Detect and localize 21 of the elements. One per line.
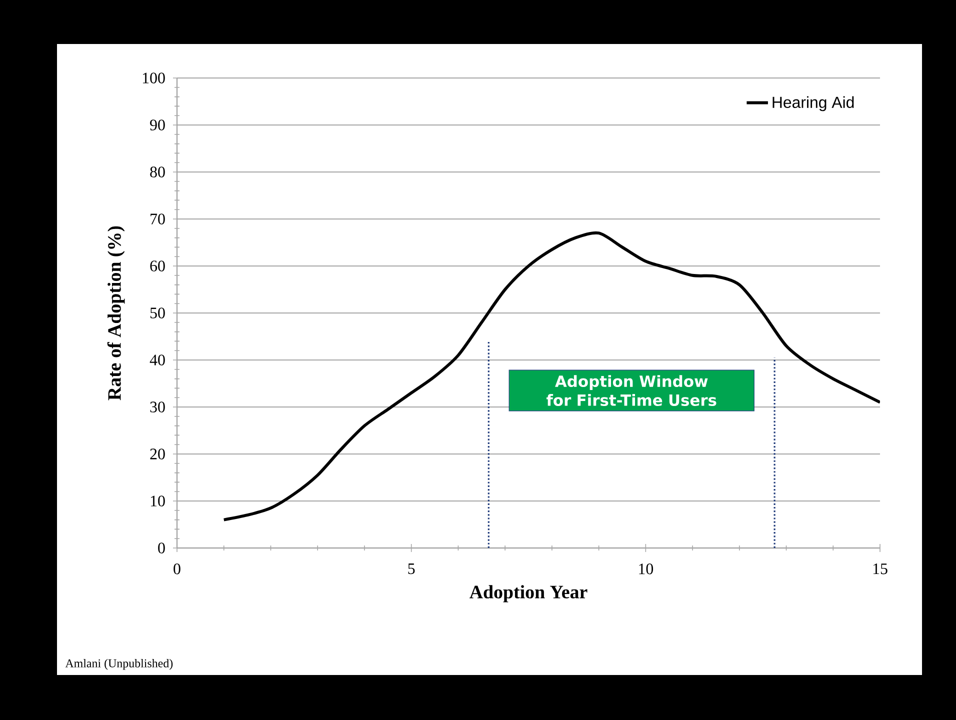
y-tick-label: 60 — [150, 260, 165, 272]
x-tick-label: 10 — [639, 564, 654, 574]
y-tick-label: 70 — [150, 214, 165, 224]
y-tick-label: 0 — [158, 542, 165, 554]
annotation: Adoption Window for First-Time Users — [546, 375, 716, 406]
x-tick-label: 5 — [408, 564, 415, 574]
y-tick-label: 80 — [150, 166, 165, 178]
legend-label: Hearing Aid — [772, 96, 854, 112]
y-tick-label: 90 — [150, 120, 165, 130]
y-tick-label: 10 — [150, 496, 165, 506]
y-tick-label: 50 — [150, 308, 165, 318]
x-axis-title: Adoption Year — [470, 585, 588, 602]
line-series — [222, 232, 880, 522]
x-tick-label: 15 — [873, 564, 888, 574]
text: Amlani (Unpublished) — [65, 658, 173, 670]
y-tick-label: 20 — [150, 448, 165, 460]
y-tick-label: 30 — [150, 402, 165, 412]
y-tick-label: 40 — [150, 354, 165, 366]
y-axis-title: Rate of Adoption (%) — [107, 226, 125, 400]
x-tick-label: 0 — [174, 564, 180, 574]
y-tick-label: 100 — [142, 72, 165, 84]
